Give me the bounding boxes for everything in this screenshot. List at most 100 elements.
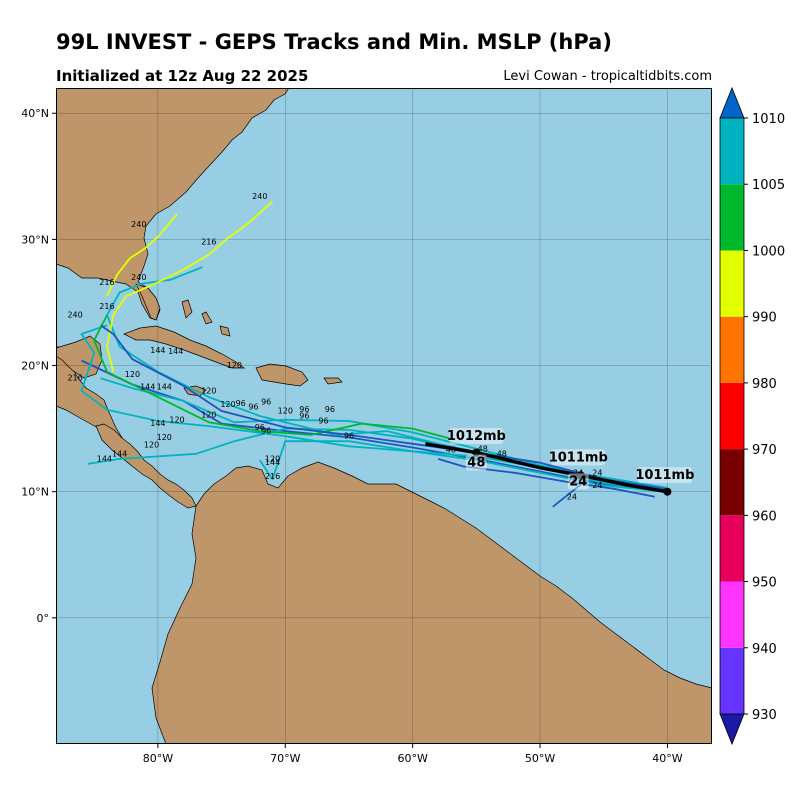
forecast-hour-label: 120: [169, 415, 184, 424]
ensemble-track: [106, 200, 274, 373]
forecast-hour-label: 216: [99, 302, 114, 311]
mean-track-layer: 24 48 1011mb 1011mb 1012mb: [425, 427, 694, 496]
forecast-hour-label: 48: [446, 446, 456, 455]
colorbar-label: 1000: [752, 244, 785, 259]
ensemble-track: [106, 213, 178, 297]
puerto-rico: [323, 377, 343, 385]
forecast-hour-label: 96: [248, 403, 258, 412]
ensemble-track: [437, 458, 655, 498]
forecast-hour-label: 24: [567, 476, 577, 485]
forecast-hour-label: 96: [299, 412, 309, 421]
forecast-hour-label: 120: [125, 370, 140, 379]
forecast-hour-label: 96: [318, 417, 328, 426]
forecast-hour-label: 96: [255, 423, 265, 432]
florida: [135, 283, 161, 321]
forecast-hour-label: 120: [201, 410, 216, 419]
forecast-hour-label: 48: [497, 449, 507, 458]
forecast-hour-label: 144: [157, 383, 172, 392]
forecast-hour-label: 216: [265, 472, 280, 481]
mean-hour-label-bg: [567, 473, 589, 490]
colorbar-label: 950: [752, 576, 777, 591]
north-america: [56, 88, 290, 321]
pressure-label: 1011mb: [549, 449, 608, 466]
chart-title: 99L INVEST - GEPS Tracks and Min. MSLP (…: [56, 30, 612, 54]
forecast-hour-label: 240: [131, 273, 146, 282]
pressure-label: 1012mb: [447, 427, 506, 444]
colorbar-label: 1005: [752, 178, 785, 193]
forecast-hour-label: 240: [131, 220, 146, 229]
forecast-hour-label: 96: [261, 427, 271, 436]
hispaniola: [255, 363, 309, 387]
colorbar-segment: [720, 184, 744, 251]
colorbar-frame: [719, 117, 745, 715]
colorbar-under-arrow: [719, 713, 745, 746]
x-tick-label: 50°W: [525, 752, 555, 765]
forecast-hour-label: 144: [112, 449, 127, 458]
forecast-hour-label: 144: [150, 419, 165, 428]
forecast-hour-label: 120: [265, 454, 280, 463]
forecast-hour-label: 48: [478, 456, 488, 465]
central-america: [95, 423, 197, 509]
y-tick-label: 40°N: [21, 107, 49, 120]
colorbar-segment: [720, 581, 744, 648]
forecast-hour-label: 120: [220, 400, 235, 409]
x-tick-label: 60°W: [397, 752, 427, 765]
graticule: [56, 88, 712, 744]
x-tick-label: 40°W: [652, 752, 682, 765]
mean-track-marker: [663, 487, 672, 496]
colorbar-over-arrow: [719, 86, 745, 119]
colorbar-label: 1010: [752, 112, 785, 127]
ensemble-track: [81, 359, 668, 493]
colorbar-segment: [720, 316, 744, 383]
mean-track: [425, 442, 668, 494]
forecast-hour-label: 96: [261, 398, 271, 407]
y-tick-label: 10°N: [21, 486, 49, 499]
mean-track-marker: [472, 448, 481, 457]
forecast-hour-label: 120: [227, 361, 242, 370]
forecast-hour-label: 96: [325, 405, 335, 414]
forecast-hour-label: 240: [252, 192, 267, 201]
init-time: Initialized at 12z Aug 22 2025: [56, 67, 309, 85]
x-tick-label: 70°W: [270, 752, 300, 765]
forecast-hour-label: 144: [265, 458, 280, 467]
forecast-hour-label: 144: [97, 454, 112, 463]
colorbar-segment: [720, 515, 744, 582]
pressure-label-bg: [637, 467, 693, 484]
forecast-hour-label: 120: [157, 433, 172, 442]
ensemble-track: [80, 324, 665, 493]
colorbar-segment: [720, 118, 744, 185]
forecast-hour-label: 216: [201, 237, 216, 246]
ensemble-track: [552, 480, 586, 508]
mean-hour-label: 24: [567, 473, 589, 490]
colorbar-label: 930: [752, 708, 777, 723]
forecast-hour-label: 24: [567, 492, 577, 501]
colorbar-label: 970: [752, 443, 777, 458]
forecast-hour-label: 240: [67, 311, 82, 320]
bahamas: [181, 299, 231, 337]
pressure-label-text: 1011mb: [549, 450, 608, 465]
pressure-label-bg: [449, 427, 504, 444]
ensemble-track: [100, 324, 668, 491]
forecast-hour-label: 120: [201, 386, 216, 395]
y-tick-label: 0°: [37, 612, 50, 625]
mean-hour-label: 48: [465, 454, 487, 471]
y-tick-label: 20°N: [21, 360, 49, 373]
pressure-label-text: 1011mb: [635, 468, 694, 483]
land-layer: [56, 88, 712, 744]
credit-text: Levi Cowan - tropicaltidbits.com: [503, 69, 712, 84]
pressure-label-text: 1012mb: [447, 429, 506, 444]
cuba: [123, 325, 246, 369]
colorbar-label: 960: [752, 509, 777, 524]
forecast-hour-label: 120: [278, 406, 293, 415]
forecast-hour-label: 24: [592, 481, 602, 490]
mean-track-marker: [576, 471, 585, 480]
forecast-hour-label: 96: [299, 405, 309, 414]
pressure-label: 1011mb: [635, 467, 694, 484]
colorbar-label: 980: [752, 377, 777, 392]
ensemble-track: [93, 314, 452, 440]
forecast-hour-label: 144: [150, 346, 165, 355]
map-frame: [56, 88, 712, 744]
forecast-hour-label: 96: [344, 432, 354, 441]
